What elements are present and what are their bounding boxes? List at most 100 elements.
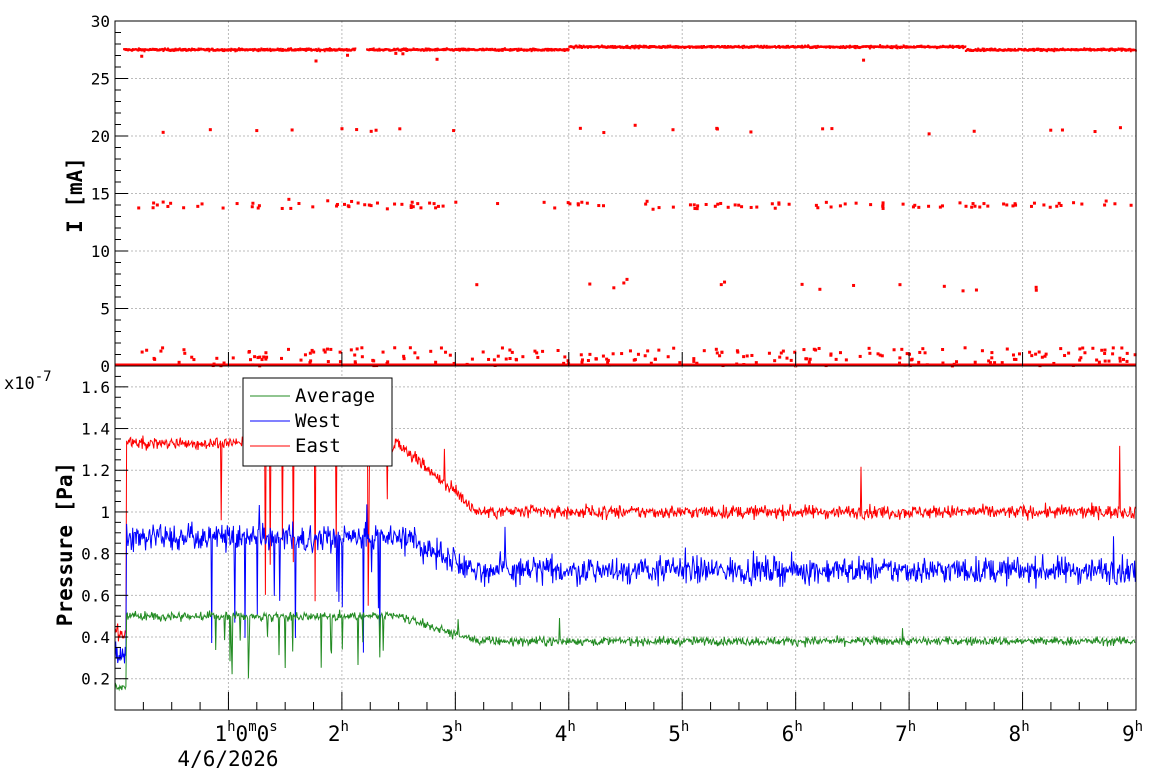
current-point — [174, 47, 177, 50]
current-point — [1016, 49, 1019, 52]
current-point — [393, 47, 396, 50]
current-point — [397, 48, 400, 51]
current-point — [648, 45, 651, 48]
current-point — [796, 46, 799, 49]
current-outlier — [719, 283, 723, 287]
current-outlier — [990, 351, 994, 355]
current-point — [578, 44, 581, 47]
current-outlier — [588, 352, 592, 356]
current-point — [210, 48, 213, 51]
current-outlier — [159, 349, 163, 353]
current-point — [451, 48, 454, 51]
current-point — [905, 46, 908, 49]
current-point — [305, 49, 308, 52]
current-outlier — [1118, 356, 1122, 360]
current-outlier — [657, 348, 661, 352]
current-point — [968, 49, 971, 52]
current-outlier — [311, 205, 315, 209]
current-point — [329, 49, 332, 52]
current-point — [376, 49, 379, 52]
current-point — [672, 46, 675, 49]
current-outlier — [579, 353, 583, 357]
current-outlier — [1113, 202, 1117, 206]
current-point — [403, 49, 406, 52]
current-point — [700, 45, 703, 48]
current-outlier — [353, 360, 357, 364]
current-point — [326, 49, 329, 52]
current-point — [667, 44, 670, 47]
current-outlier — [927, 204, 931, 208]
current-outlier — [692, 359, 696, 363]
current-outlier — [200, 202, 204, 206]
current-outlier — [1071, 363, 1075, 367]
current-point — [683, 47, 686, 50]
current-outlier — [470, 357, 474, 361]
current-point — [991, 49, 994, 52]
current-point — [895, 44, 898, 47]
current-point — [903, 45, 906, 48]
current-outlier — [869, 203, 873, 207]
current-outlier — [692, 203, 696, 207]
current-point — [378, 49, 381, 52]
current-point — [597, 45, 600, 48]
current-point — [634, 45, 637, 48]
current-outlier — [921, 347, 925, 351]
x-tick-label: 4h — [555, 719, 576, 746]
current-outlier — [326, 360, 330, 364]
current-point — [711, 46, 714, 49]
current-point — [569, 45, 572, 48]
current-outlier — [312, 350, 316, 354]
current-outlier — [255, 129, 259, 133]
current-point — [1083, 48, 1086, 51]
current-point — [543, 49, 546, 52]
current-point — [406, 49, 409, 52]
current-outlier — [338, 350, 342, 354]
current-outlier — [868, 351, 872, 355]
current-outlier — [413, 351, 417, 355]
current-point — [949, 44, 952, 47]
pressure-panel: 0.2 0.4 0.6 0.8 1 1.2 1.4 1.6 1h0m0s 2h 3h 4h 5h 6h 7h… — [81, 365, 1143, 746]
current-point — [467, 49, 470, 52]
current-point — [723, 44, 726, 47]
current-point — [660, 45, 663, 48]
current-outlier — [702, 349, 706, 353]
current-point — [412, 47, 415, 50]
current-point — [808, 46, 811, 49]
current-point — [579, 46, 582, 49]
current-point — [345, 47, 348, 50]
current-point — [631, 44, 634, 47]
current-outlier — [140, 54, 144, 58]
current-point — [912, 45, 915, 48]
current-point — [792, 44, 795, 47]
current-outlier — [161, 346, 165, 350]
current-point — [372, 49, 375, 52]
current-point — [503, 47, 506, 50]
pressure-y-tick-label: 0.2 — [81, 670, 110, 689]
current-point — [625, 46, 628, 49]
current-outlier — [310, 348, 314, 352]
current-outlier — [779, 351, 783, 355]
current-point — [497, 49, 500, 52]
current-point — [303, 49, 306, 52]
current-outlier — [340, 127, 344, 131]
current-outlier — [1037, 350, 1041, 354]
current-point — [482, 49, 485, 52]
current-point — [530, 49, 533, 52]
current-outlier — [838, 204, 842, 208]
current-point — [919, 45, 922, 48]
current-point — [611, 46, 614, 49]
current-point — [582, 45, 585, 48]
current-point — [290, 48, 293, 51]
current-point — [316, 49, 319, 52]
legend-box — [242, 377, 393, 467]
current-outlier — [993, 361, 997, 365]
current-point — [587, 46, 590, 49]
current-point — [143, 50, 146, 53]
current-outlier — [1080, 202, 1084, 206]
current-outlier — [1005, 347, 1009, 351]
current-outlier — [892, 348, 896, 352]
current-point — [1113, 48, 1116, 51]
current-point — [673, 45, 676, 48]
current-outlier — [903, 363, 907, 367]
current-point — [579, 45, 582, 48]
